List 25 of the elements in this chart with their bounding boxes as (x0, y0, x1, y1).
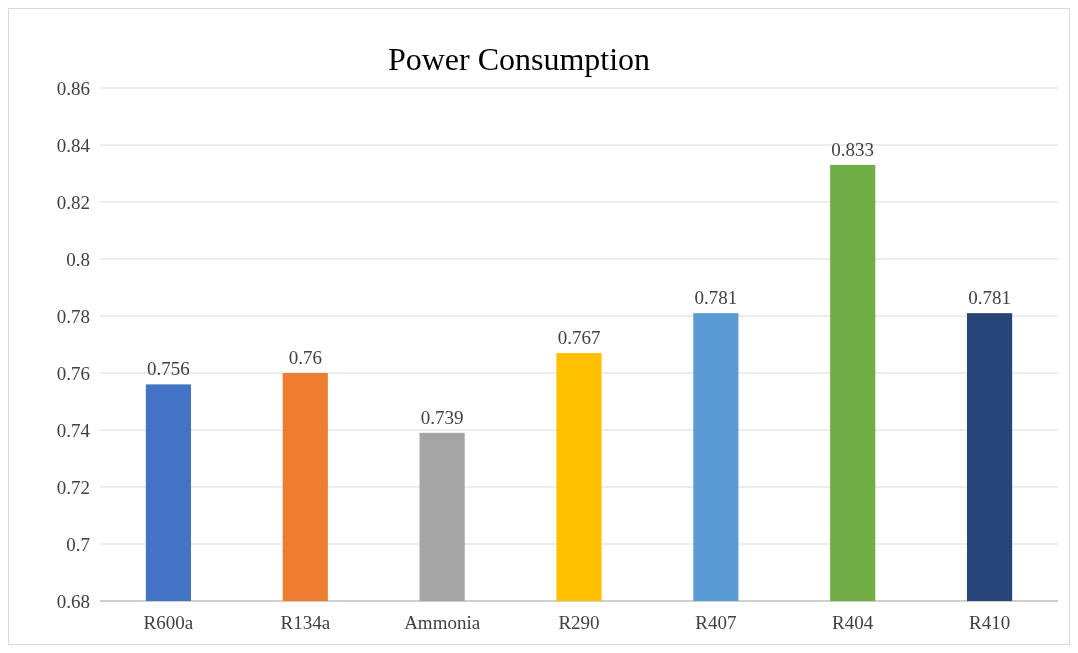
y-tick-label: 0.74 (56, 419, 91, 441)
data-label: 0.756 (147, 358, 190, 380)
data-label: 0.76 (288, 347, 322, 368)
data-label: 0.781 (968, 287, 1011, 309)
y-tick-label: 0.82 (56, 191, 90, 213)
y-tick-label: 0.68 (56, 590, 90, 612)
y-tick-label: 0.76 (56, 362, 90, 384)
x-tick-label: R290 (558, 612, 600, 633)
y-tick-label: 0.72 (56, 476, 90, 498)
x-tick-label: R134a (280, 612, 331, 633)
y-tick-label: 0.7 (66, 533, 90, 555)
x-tick-label: Ammonia (404, 612, 481, 633)
y-tick-label: 0.8 (66, 248, 90, 270)
x-tick-label: R600a (143, 612, 194, 633)
data-label: 0.781 (694, 287, 738, 309)
data-label: 0.833 (831, 138, 875, 160)
y-tick-label: 0.78 (56, 305, 90, 327)
x-tick-label: R410 (968, 612, 1011, 633)
data-label: 0.739 (420, 406, 464, 428)
y-tick-label: 0.84 (56, 134, 91, 156)
chart-title: Power Consumption (387, 41, 651, 77)
x-tick-label: R407 (695, 612, 737, 633)
x-tick-label: R404 (832, 612, 874, 633)
data-label: 0.767 (557, 327, 601, 349)
y-tick-label: 0.86 (56, 77, 90, 99)
